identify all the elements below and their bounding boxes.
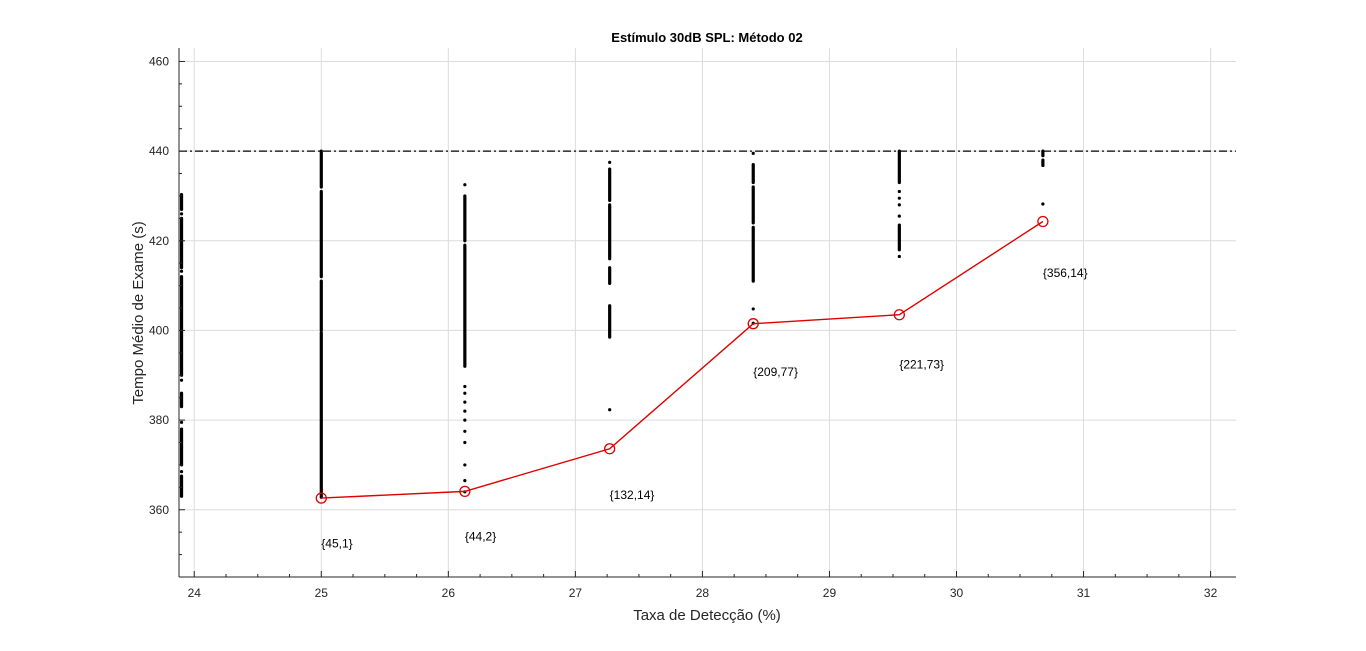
scatter-point xyxy=(179,470,184,474)
mean-series-marker xyxy=(459,485,471,498)
x-tick-label: 26 xyxy=(442,586,456,600)
mean-series-marker xyxy=(893,309,905,321)
scatter-point xyxy=(897,254,901,259)
scatter-column xyxy=(1041,149,1045,206)
scatter-point xyxy=(1041,202,1045,206)
scatter-point xyxy=(463,384,467,389)
mean-series-marker xyxy=(315,492,327,504)
scatter-column xyxy=(179,192,184,498)
y-tick-label: 420 xyxy=(149,234,169,248)
scatter-column xyxy=(751,151,755,325)
scatter-point xyxy=(751,151,755,155)
data-point-annotation: {356,14} xyxy=(1043,266,1088,280)
mean-series-line xyxy=(321,220,1044,499)
scatter-point xyxy=(897,189,901,194)
scatter-point xyxy=(463,391,467,395)
labels: {45,1} {44,2} {132,14} {209,77} {221,73} {356… xyxy=(321,266,1087,550)
x-tick-label: 28 xyxy=(696,586,710,600)
data-point-annotation: {209,77} xyxy=(753,365,798,379)
scatter-layer xyxy=(179,149,1045,499)
data-point-annotation: {132,14} xyxy=(610,488,655,502)
scatter-point xyxy=(608,408,612,412)
scatter-point xyxy=(751,307,755,311)
x-axis-title: Taxa de Detecção (%) xyxy=(633,607,781,624)
mean-line-layer xyxy=(315,215,1049,504)
scatter-point xyxy=(463,440,467,445)
data-point-annotation: {44,2} xyxy=(465,530,496,544)
x-tick-label: 29 xyxy=(823,586,837,600)
scatter-point xyxy=(463,400,467,404)
y-tick-label: 400 xyxy=(149,323,169,337)
scatter-column xyxy=(897,149,901,259)
mean-series-marker xyxy=(1037,215,1049,228)
x-tick-label: 27 xyxy=(569,586,583,600)
y-tick-label: 360 xyxy=(149,503,169,517)
x-tick-label: 31 xyxy=(1077,586,1091,600)
scatter-column xyxy=(608,160,612,412)
mean-series-marker xyxy=(604,443,616,455)
data-point-annotation: {45,1} xyxy=(321,536,352,550)
y-tick-label: 380 xyxy=(149,413,169,427)
scatter-point xyxy=(463,463,467,467)
scatter-point xyxy=(463,418,467,422)
x-tick-label: 32 xyxy=(1204,586,1218,600)
scatter-point xyxy=(463,429,467,433)
data-point-annotation: {221,73} xyxy=(899,358,944,372)
scatter-point xyxy=(463,409,467,413)
scatter-point xyxy=(897,214,901,218)
scatter-point xyxy=(897,196,901,200)
mean-series-marker xyxy=(747,318,759,330)
scatter-point xyxy=(179,212,184,216)
y-tick-label: 460 xyxy=(149,54,169,68)
scatter-point xyxy=(179,420,184,424)
scatter-column xyxy=(463,183,467,494)
scatter-point xyxy=(897,203,901,207)
chart-title: Estímulo 30dB SPL: Método 02 xyxy=(611,30,802,45)
x-tick-label: 25 xyxy=(315,586,329,600)
y-tick-label: 440 xyxy=(149,144,169,158)
scatter-point xyxy=(463,183,467,187)
scatter-point xyxy=(179,269,184,273)
x-tick-label: 30 xyxy=(950,586,964,600)
y-axis-title: Tempo Médio de Exame (s) xyxy=(130,221,147,404)
x-tick-label: 24 xyxy=(188,586,202,600)
scatter-point xyxy=(463,479,467,483)
axes: 24 25 26 27 28 29 30 31 32 360 380 400 420 440 460 xyxy=(149,48,1236,600)
scatter-point xyxy=(608,160,612,164)
scatter-point xyxy=(179,378,184,382)
